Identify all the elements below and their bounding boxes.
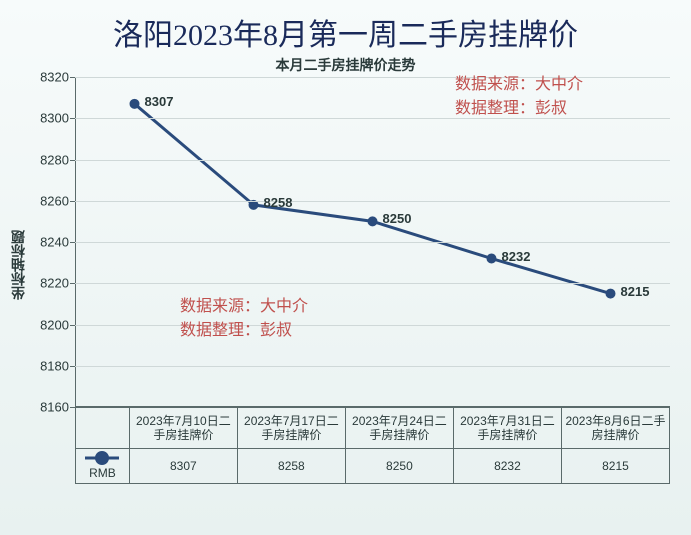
table-header-cell: 2023年7月24日二手房挂牌价 [345, 408, 453, 449]
gridline [75, 325, 670, 326]
y-tick-label: 8240 [29, 235, 75, 250]
y-tick-label: 8160 [29, 400, 75, 415]
y-tick-label: 8300 [29, 111, 75, 126]
table-value-cell: 8215 [561, 449, 669, 484]
legend-cell: RMB [76, 449, 130, 484]
table-header-cell: 2023年8月6日二手房挂牌价 [561, 408, 669, 449]
gridline [75, 160, 670, 161]
data-label: 8258 [264, 195, 293, 210]
y-axis-title: 坐标轴标题 [8, 230, 28, 300]
y-tick-label: 8200 [29, 317, 75, 332]
table-header-cell: 2023年7月31日二手房挂牌价 [453, 408, 561, 449]
data-label: 8250 [383, 211, 412, 226]
table-value-cell: 8232 [453, 449, 561, 484]
gridline [75, 201, 670, 202]
y-tick-label: 8320 [29, 70, 75, 85]
y-tick-label: 8180 [29, 358, 75, 373]
data-label: 8307 [145, 94, 174, 109]
annotation-source-mid: 数据来源：大中介数据整理：彭叔 [180, 295, 308, 343]
data-label: 8232 [502, 249, 531, 264]
gridline [75, 283, 670, 284]
data-label: 8215 [621, 284, 650, 299]
chart-container: 本月二手房挂牌价走势 坐标轴标题 81608180820082208240826… [0, 55, 691, 535]
table-header-cell: 2023年7月10日二手房挂牌价 [129, 408, 237, 449]
plot-area: 8160818082008220824082608280830083208307… [75, 77, 670, 407]
y-tick-label: 8260 [29, 193, 75, 208]
table-corner-blank [76, 408, 130, 449]
y-tick-label: 8220 [29, 276, 75, 291]
table-value-cell: 8307 [129, 449, 237, 484]
legend-marker-icon [85, 453, 119, 463]
y-tick-label: 8280 [29, 152, 75, 167]
table-value-cell: 8250 [345, 449, 453, 484]
gridline [75, 366, 670, 367]
chart-title: 本月二手房挂牌价走势 [0, 55, 691, 75]
page-title: 洛阳2023年8月第一周二手房挂牌价 [0, 0, 691, 54]
table-value-cell: 8258 [237, 449, 345, 484]
annotation-source-top: 数据来源：大中介数据整理：彭叔 [455, 73, 583, 121]
series-name: RMB [89, 466, 116, 480]
data-table: 2023年7月10日二手房挂牌价2023年7月17日二手房挂牌价2023年7月2… [75, 407, 670, 484]
table-header-cell: 2023年7月17日二手房挂牌价 [237, 408, 345, 449]
gridline [75, 242, 670, 243]
